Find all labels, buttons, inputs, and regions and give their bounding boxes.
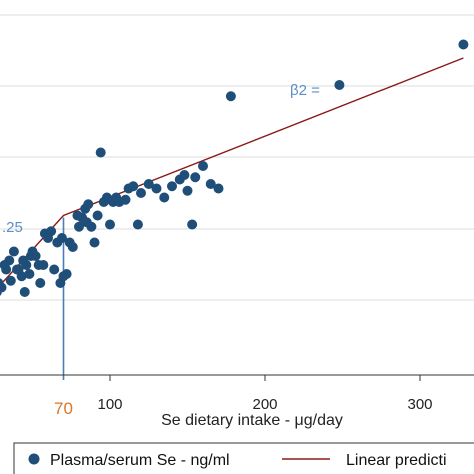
data-point (92, 210, 103, 221)
data-point (5, 275, 16, 286)
data-point (56, 233, 67, 243)
data-point (120, 194, 131, 205)
legend-box (13, 442, 474, 474)
x-tick-label: 100 (97, 396, 122, 413)
data-point (225, 91, 236, 102)
data-point (159, 192, 170, 203)
legend-marker-points (28, 453, 40, 465)
gridlines (0, 14, 474, 301)
data-point (179, 170, 190, 180)
data-point (198, 161, 208, 171)
data-point (4, 255, 15, 266)
data-point (136, 188, 146, 198)
reference-line-label: 70 (54, 399, 73, 418)
data-point (1, 264, 12, 275)
data-point (105, 219, 115, 230)
annotation-beta2: β2 = (290, 82, 320, 99)
legend-label-points: Plasma/serum Se - ng/ml (50, 452, 230, 469)
data-point (16, 271, 27, 282)
data-point (83, 199, 94, 210)
data-point (19, 287, 30, 297)
x-axis-label: Se dietary intake - μg/day (161, 412, 343, 429)
data-point (128, 181, 139, 192)
x-tick-label: 200 (252, 396, 277, 413)
fit-line-group (0, 57, 464, 287)
data-point (151, 183, 162, 194)
data-point (143, 179, 154, 189)
fit-line (0, 57, 464, 287)
data-point (205, 179, 216, 189)
data-point (8, 246, 19, 257)
x-tick-label: 300 (407, 396, 432, 413)
data-point (182, 185, 193, 196)
data-point (86, 221, 97, 232)
data-point (21, 260, 32, 270)
data-point (167, 181, 177, 192)
legend-label-line: Linear predicti (346, 452, 447, 469)
data-point (458, 39, 469, 50)
data-point (187, 219, 198, 230)
data-point (0, 282, 7, 293)
legend: Plasma/serum Se - ng/ml Linear predicti (13, 442, 474, 474)
annotation-beta1: .25 (2, 219, 23, 236)
data-point (30, 251, 41, 261)
data-point (49, 264, 60, 275)
data-point (61, 269, 72, 279)
data-point (24, 269, 35, 279)
x-ticks: 100 200 300 (97, 375, 433, 413)
data-point (46, 226, 57, 237)
data-point (334, 80, 345, 90)
data-point (38, 260, 49, 270)
data-point (74, 221, 84, 232)
data-point (213, 183, 224, 194)
data-point (35, 278, 46, 288)
data-point (67, 242, 78, 252)
data-point (89, 237, 100, 248)
data-point (132, 219, 143, 230)
data-point (190, 172, 201, 183)
data-point (95, 147, 106, 158)
scatter-points (0, 39, 469, 297)
